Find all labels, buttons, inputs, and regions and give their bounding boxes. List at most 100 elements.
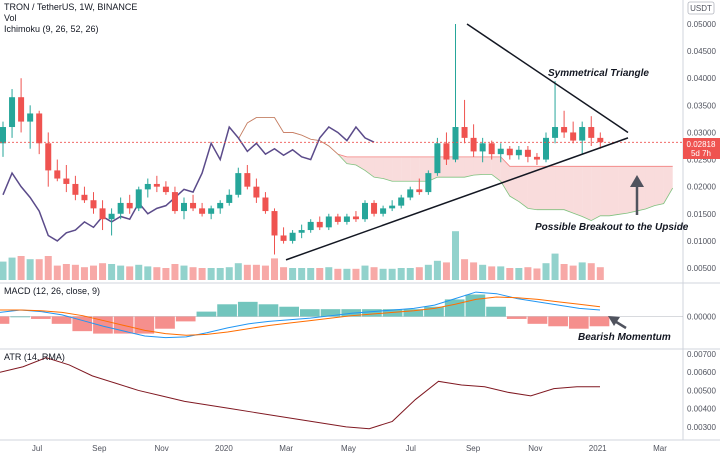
candle-body <box>488 143 495 155</box>
candle-body <box>289 232 296 241</box>
candle-body <box>434 143 441 174</box>
candle-body <box>226 194 233 203</box>
volume-bar <box>180 265 188 280</box>
volume-bar <box>533 268 541 280</box>
cloud-segment <box>618 166 628 215</box>
macd-histogram-bar <box>527 316 548 324</box>
price-tick-label: 0.03500 <box>687 101 716 110</box>
currency-button[interactable] <box>687 1 715 15</box>
macd-histogram-bar <box>465 294 486 317</box>
volume-bar <box>162 268 170 280</box>
cloud-segment <box>573 166 583 217</box>
candle-body <box>461 127 468 138</box>
candle-body <box>497 148 504 155</box>
cloud-segment <box>663 166 673 204</box>
candle-body <box>117 202 124 214</box>
candle-body <box>443 143 450 160</box>
time-tick-label: Jul <box>406 444 416 453</box>
macd-histogram-bar <box>10 316 31 318</box>
candle-body <box>570 132 577 141</box>
candle-body <box>36 113 43 144</box>
time-tick-label: Sep <box>466 444 481 453</box>
volume-bar <box>551 253 559 280</box>
cloud-segment <box>636 166 646 212</box>
candle-body <box>316 221 323 228</box>
candle-body <box>362 202 368 220</box>
volume-bar <box>361 265 369 280</box>
macd-histogram-bar <box>362 309 382 317</box>
candle-body <box>162 186 169 193</box>
cloud-segment <box>401 156 411 182</box>
currency-label: USDT <box>690 4 712 13</box>
candle-body <box>543 137 549 160</box>
atr-tick-label: 0.00300 <box>687 423 716 432</box>
cloud-segment <box>446 156 456 178</box>
price-tick-label: 0.04500 <box>687 47 716 56</box>
atr-axis: 0.00700 0.00600 0.00500 0.00400 0.00300 <box>687 350 716 432</box>
candle-body <box>380 208 387 214</box>
lagging-span-line <box>2 125 375 242</box>
candle-body <box>307 221 314 231</box>
candle-body <box>280 235 287 241</box>
volume-bar <box>80 267 88 280</box>
triangle-annotation: Symmetrical Triangle <box>548 68 649 79</box>
volume-bar <box>62 264 70 280</box>
macd-histogram-bar <box>51 316 72 324</box>
volume-bar <box>216 268 224 280</box>
candle-body <box>561 127 568 133</box>
cloud-segment <box>527 166 537 210</box>
volume-bar <box>71 264 79 280</box>
candle-body <box>343 216 350 222</box>
atr-tick-label: 0.00400 <box>687 405 716 414</box>
candle-body <box>217 202 224 209</box>
time-tick-label: Mar <box>653 444 667 453</box>
cloud-segment <box>509 166 519 202</box>
volume-bar <box>90 265 97 280</box>
cloud-segment <box>355 156 365 171</box>
candle-body <box>54 170 61 179</box>
candle-body <box>45 143 52 171</box>
macd-histogram-bar <box>568 316 589 329</box>
volume-bar <box>153 267 161 280</box>
candle-body <box>470 137 477 152</box>
cloud-segment <box>491 156 501 182</box>
current-price: 0.02818 <box>687 140 716 149</box>
price-tick-label: 0.03000 <box>687 128 716 137</box>
volume-bar <box>560 264 568 280</box>
volume-bar <box>325 267 333 280</box>
candle-body <box>144 183 151 190</box>
triangle-lower-trendline <box>285 137 629 261</box>
volume-bar <box>515 268 523 280</box>
volume-bar <box>379 268 387 280</box>
time-tick-label: Nov <box>154 444 168 453</box>
ichimoku-label: Ichimoku (9, 26, 52, 26) <box>4 24 99 34</box>
cloud-segment <box>564 166 574 214</box>
candle-body <box>552 127 559 138</box>
time-tick-label: Jul <box>32 444 42 453</box>
atr-label: ATR (14, RMA) <box>4 352 65 362</box>
volume-bar <box>497 266 505 280</box>
candle-body <box>244 173 251 187</box>
macd-histogram-bar <box>279 306 299 317</box>
candle-body <box>506 148 513 156</box>
price-tick-label: 0.02000 <box>687 183 716 192</box>
candle-body <box>452 127 459 160</box>
macd-histogram-bar <box>258 304 279 317</box>
candle-body <box>126 202 133 209</box>
volume-label: Vol <box>4 13 17 23</box>
volume-bar <box>234 263 242 280</box>
macd-histogram-bar <box>300 309 320 317</box>
volume-bar <box>506 268 514 280</box>
macd-histogram-bar <box>217 304 237 317</box>
volume-bar <box>316 268 324 280</box>
volume-bar <box>289 268 297 280</box>
volume-bar <box>126 266 134 280</box>
macd-histogram-bar <box>31 316 51 319</box>
volume-bars <box>0 231 604 280</box>
macd-tick-label: 0.00000 <box>687 313 716 322</box>
candle-body <box>90 200 97 209</box>
candle-body <box>153 183 160 187</box>
volume-bar <box>198 268 206 280</box>
volume-bar <box>596 267 604 280</box>
